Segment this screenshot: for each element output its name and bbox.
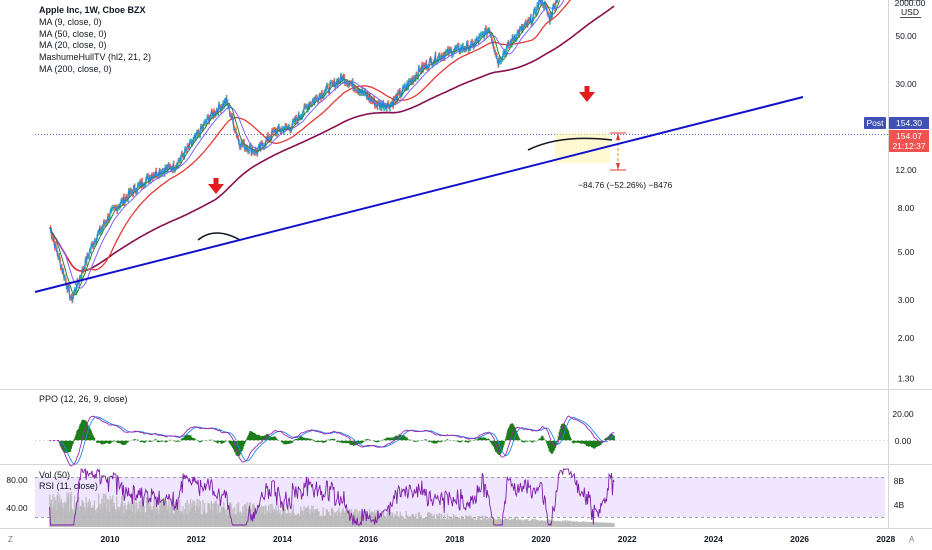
- post-price-badge: [889, 117, 929, 129]
- bar-countdown: 21:12:37: [892, 141, 925, 151]
- time-tick: 2016: [359, 534, 378, 544]
- post-badge: [864, 117, 886, 129]
- vol-right-tick-8b: 8B: [894, 476, 905, 486]
- measure-label: −84.76 (−52.26%) −8476: [578, 180, 673, 190]
- time-tick: 2024: [704, 534, 723, 544]
- main-price-pane[interactable]: [49, 0, 615, 304]
- trendline[interactable]: [34, 96, 804, 293]
- ma200-line: [49, 5, 615, 272]
- price-tick: 8.00: [898, 203, 915, 213]
- corner-right-icon[interactable]: A: [909, 535, 915, 544]
- top-arc-2021: [527, 137, 613, 151]
- legend-hull[interactable]: MashumeHullTV (hl2, 21, 2): [39, 52, 152, 63]
- rsi-left-tick-80: 80.00: [6, 475, 28, 485]
- legend-ma9[interactable]: MA (9, close, 0): [39, 16, 102, 27]
- time-tick: 2028: [876, 534, 895, 544]
- time-tick: 2026: [790, 534, 809, 544]
- last-price-value: 154.07: [896, 131, 922, 141]
- post-badge-label: Post: [866, 118, 884, 128]
- corner-left-icon[interactable]: Z: [8, 535, 13, 544]
- time-tick: 2020: [532, 534, 551, 544]
- ppo-label[interactable]: PPO (12, 26, 9, close): [39, 394, 128, 404]
- legend-ma20[interactable]: MA (20, close, 0): [39, 40, 107, 51]
- time-axis[interactable]: 2010 2012 2014 2016 2018 2020 2022 2024 2026 2028: [101, 534, 896, 544]
- down-arrow-2012[interactable]: [208, 178, 224, 194]
- down-arrow-2021[interactable]: [579, 86, 595, 102]
- legend-ma200[interactable]: MA (200, close, 0): [39, 63, 112, 74]
- ma20-line: [49, 0, 565, 289]
- rsi-label[interactable]: RSI (11, close): [39, 481, 98, 491]
- vol-right-tick-4b: 4B: [894, 500, 905, 510]
- rsi-line: [49, 467, 615, 527]
- price-tick: 1.30: [898, 374, 915, 384]
- vol-label[interactable]: Vol (50): [39, 470, 71, 480]
- price-tick: 50.00: [895, 31, 917, 41]
- price-tick: 12.00: [895, 165, 917, 175]
- time-tick: 2018: [445, 534, 464, 544]
- time-tick: 2014: [273, 534, 292, 544]
- ppo-tick-20: 20.00: [892, 409, 914, 419]
- ppo-line: [49, 415, 615, 467]
- last-price-badge: [889, 130, 929, 152]
- measure-tool[interactable]: [610, 132, 626, 171]
- time-tick: 2010: [101, 534, 120, 544]
- price-tick: 30.00: [895, 79, 917, 89]
- post-price-value: 154.30: [896, 118, 922, 128]
- ma50-line: [49, 0, 571, 272]
- price-line: [49, 0, 558, 301]
- axis-currency-label: USD: [901, 7, 919, 17]
- rsi-pane[interactable]: [49, 467, 615, 527]
- price-axis[interactable]: 1200.00800.00500.00300.00100.0080.0050.0…: [891, 0, 922, 384]
- axis-top-label: 2000.00: [895, 0, 926, 8]
- price-tick: 5.00: [898, 247, 915, 257]
- price-tick: 3.00: [898, 295, 915, 305]
- top-arc-2012: [197, 232, 241, 241]
- ppo-tick-0: 0.00: [895, 436, 912, 446]
- price-tick: 2.00: [898, 333, 915, 343]
- time-tick: 2022: [618, 534, 637, 544]
- legend: Apple Inc, 1W, Cboe BZX MA (9, close, 0)…: [39, 5, 151, 76]
- time-tick: 2012: [187, 534, 206, 544]
- legend-ma50[interactable]: MA (50, close, 0): [39, 28, 107, 39]
- rsi-left-tick-40: 40.00: [6, 503, 28, 513]
- legend-title[interactable]: Apple Inc, 1W, Cboe BZX: [39, 5, 146, 15]
- ppo-signal-line: [49, 416, 615, 465]
